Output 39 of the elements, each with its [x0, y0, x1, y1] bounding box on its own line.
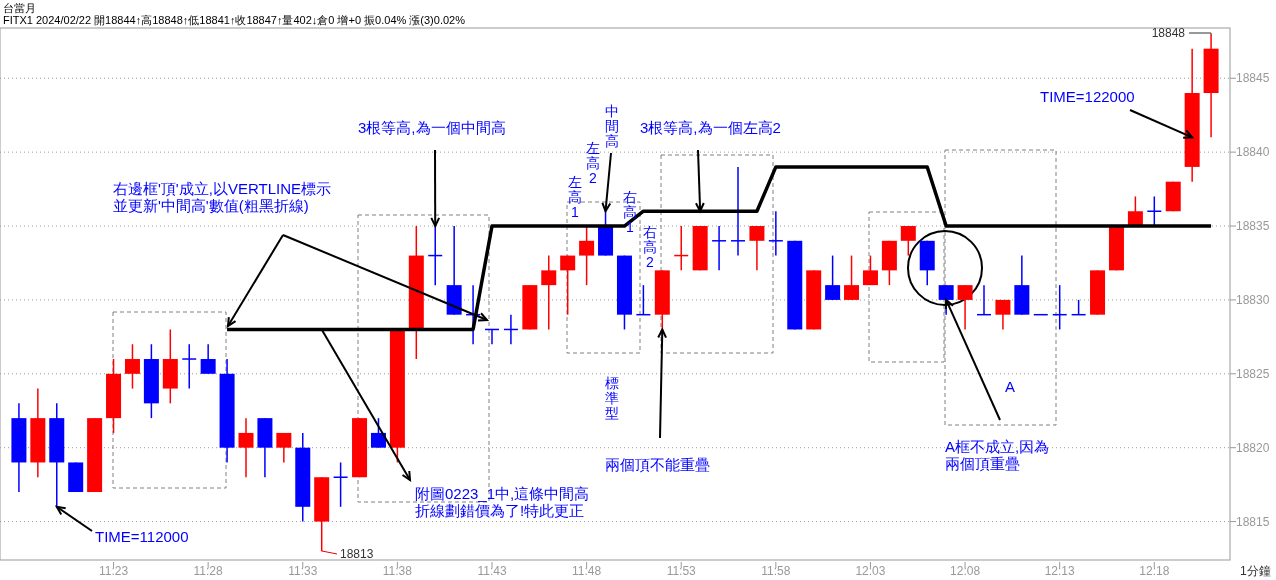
annotation: 18813: [340, 547, 374, 561]
y-tick-label: 18815: [1236, 514, 1270, 529]
y-tick-label: 18820: [1236, 440, 1270, 455]
annotation: 附圖0223_1中,這條中間高折線劃錯價為了!特此更正: [415, 485, 590, 519]
annotation: 標準型: [605, 375, 619, 421]
x-tick-label: 12:03: [855, 564, 886, 578]
x-tick-label: 11:38: [382, 564, 413, 578]
x-tick-label: 11:28: [193, 564, 224, 578]
y-tick-label: 18835: [1236, 219, 1270, 234]
annotation: 左高2: [586, 140, 600, 186]
y-tick-label: 18840: [1236, 145, 1270, 160]
y-tick-label: 18845: [1236, 71, 1270, 86]
x-tick-label: 11:48: [572, 564, 602, 578]
x-tick-label: 11:43: [477, 564, 507, 578]
annotation: 18848: [1151, 26, 1186, 40]
annotation: TIME=122000: [1040, 88, 1135, 105]
annotation: 右邊框'頂'成立,以VERTLINE標示並更新'中間高'數值(粗黑折線): [113, 180, 331, 214]
x-tick-label: 11:33: [288, 564, 318, 578]
annotation: 3根等高,為一個中間高: [358, 119, 506, 136]
text: 1分鐘: [1240, 564, 1271, 578]
annotation: A框不成立,因為兩個頂重疊: [945, 438, 1050, 472]
y-tick-label: 18830: [1236, 292, 1270, 307]
y-tick-label: 18825: [1236, 366, 1270, 381]
x-tick-label: 12:08: [950, 564, 981, 578]
chart-title: 台當月: [3, 2, 36, 14]
x-tick-label: 12:13: [1044, 564, 1076, 578]
x-tick-label: 12:18: [1139, 564, 1170, 578]
annotation: TIME=112000: [95, 528, 189, 545]
chart-subtitle: FITX1 2024/02/22 開18844↑高18848↑低18841↑收18847↑量402↓倉0 增+0 振0.04% 漲(3)0.02%: [3, 14, 466, 26]
annotation: 兩個頂不能重疊: [605, 456, 710, 473]
x-tick-label: 11:58: [761, 564, 791, 578]
annotation: A: [1005, 378, 1016, 395]
annotation: 右高1: [623, 189, 637, 235]
annotation: 左高1: [568, 174, 582, 220]
x-tick-label: 11:23: [98, 564, 129, 578]
annotation: 中間高: [605, 103, 619, 149]
annotation: 3根等高,為一個左高2: [640, 119, 781, 136]
annotation: 右高2: [643, 224, 657, 270]
x-tick-label: 11:53: [666, 564, 697, 578]
